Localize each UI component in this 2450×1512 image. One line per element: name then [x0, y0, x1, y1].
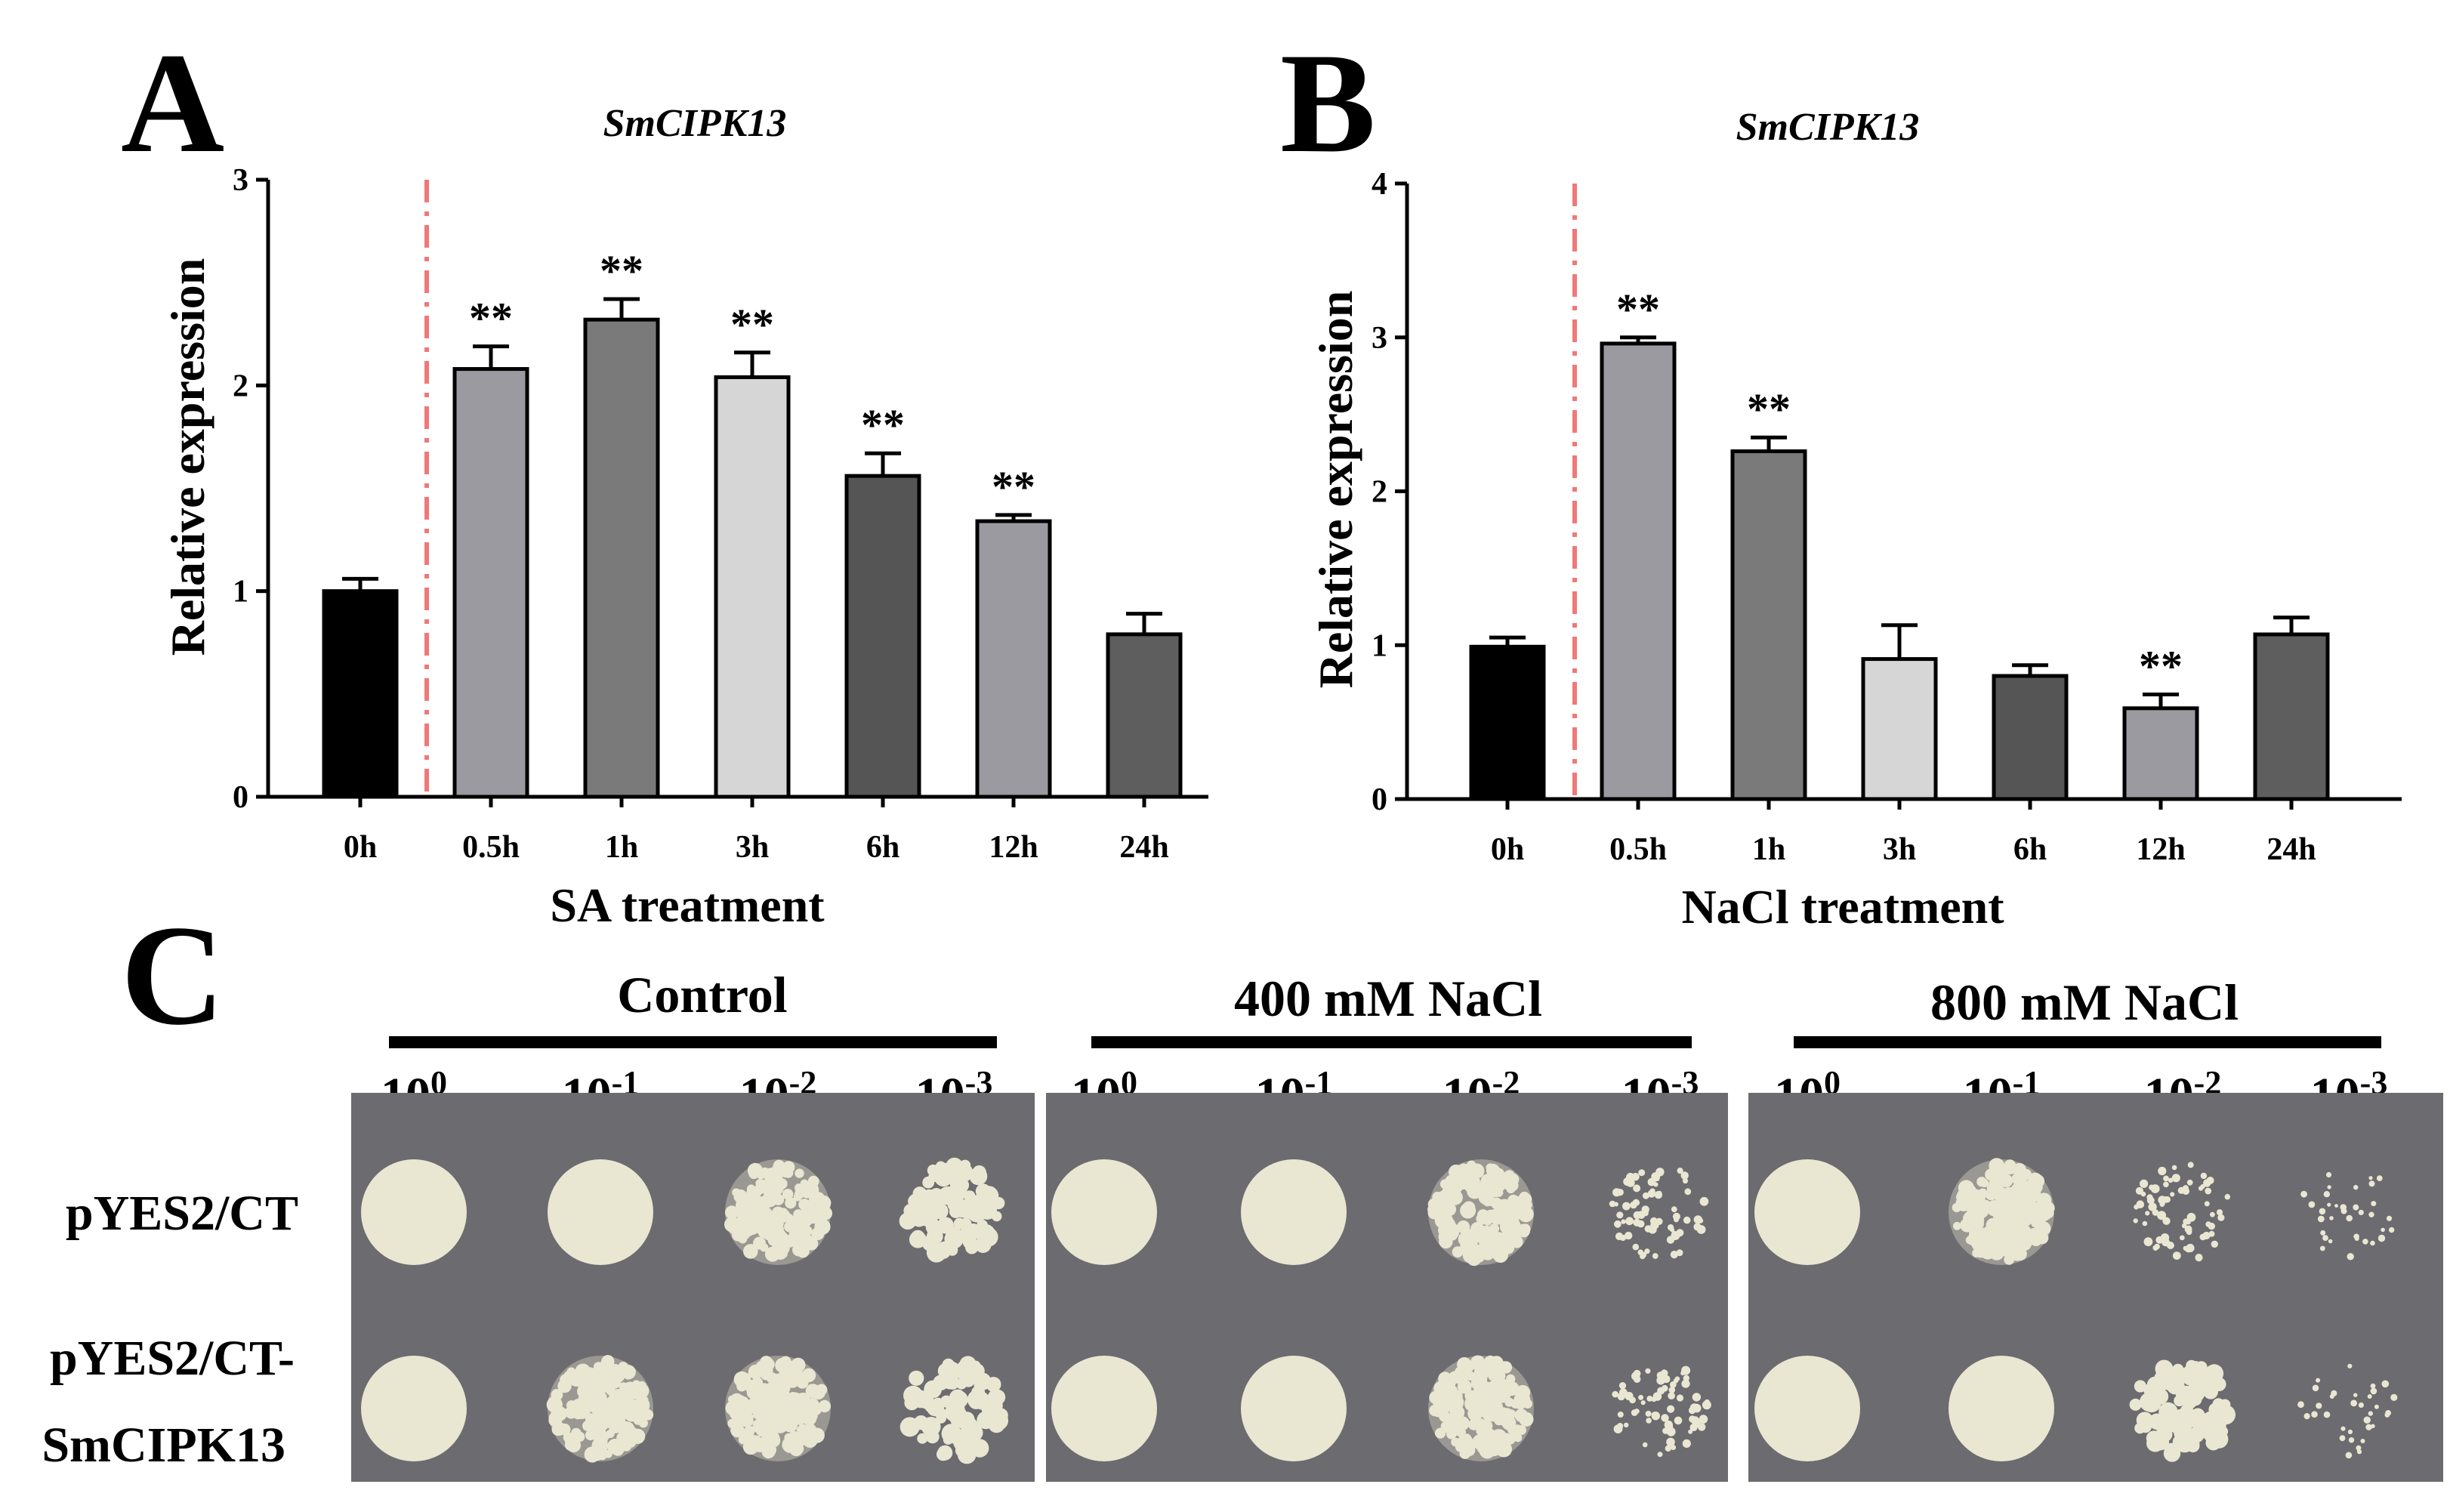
- chart-a-xtick-label: 6h: [866, 830, 899, 865]
- chart-a-bar-3h: [714, 375, 791, 799]
- chart-a-significance-mark: **: [861, 400, 905, 449]
- chart-a-bar-0.5h: [452, 367, 529, 799]
- yeast-spot: [361, 1159, 467, 1265]
- chart-b-ylabel: Relative expression: [1309, 291, 1362, 689]
- condition-bar-400: [1091, 1036, 1692, 1048]
- chart-a-xtick-label: 0h: [344, 830, 377, 865]
- chart-b: SmCIPK13 Relative expression NaCl treatm…: [1309, 106, 2402, 933]
- condition-label-800: 800 mM NaCl: [1930, 974, 2239, 1031]
- chart-a-bar-24h: [1106, 632, 1183, 799]
- chart-b-bar-0.5h: [1600, 341, 1677, 801]
- chart-b-xtick-label: 24h: [2266, 832, 2316, 867]
- chart-b-xtick-label: 6h: [2013, 832, 2047, 867]
- yeast-spot: [1427, 1159, 1534, 1267]
- yeast-spot: [2300, 1171, 2395, 1261]
- chart-a-bar-6h: [844, 474, 921, 799]
- chart-a-xtick-label: 1h: [605, 830, 638, 865]
- condition-bar-800: [1794, 1036, 2381, 1048]
- chart-b-bar-24h: [2253, 632, 2330, 801]
- spot-assay: Control 400 mM NaCl 800 mM NaCl 10010-11…: [42, 966, 2443, 1482]
- yeast-spot: [1428, 1355, 1534, 1461]
- strain-label-overexpression-line2: SmCIPK13: [42, 1418, 285, 1473]
- chart-b-bar-3h: [1861, 657, 1938, 801]
- chart-b-bar-12h: [2122, 706, 2199, 801]
- strain-label-empty-vector: pYES2/CT: [66, 1186, 298, 1241]
- yeast-spot: [1051, 1159, 1157, 1265]
- panel-letter-b: B: [1280, 24, 1376, 183]
- yeast-spot: [2129, 1359, 2236, 1462]
- chart-b-title: SmCIPK13: [1736, 106, 1920, 149]
- chart-b-ytick-label: 2: [1372, 475, 1387, 510]
- chart-a-xtick-label: 12h: [989, 830, 1038, 865]
- yeast-spot: [724, 1159, 833, 1265]
- yeast-spot: [1949, 1356, 2054, 1461]
- yeast-spot: [1609, 1168, 1709, 1260]
- chart-a-ytick-label: 2: [233, 369, 248, 403]
- chart-a-ylabel: Relative expression: [161, 258, 214, 656]
- yeast-spot: [899, 1157, 1005, 1263]
- chart-b-ytick-label: 3: [1372, 321, 1387, 356]
- chart-b-significance-mark: **: [1616, 285, 1660, 334]
- yeast-spot: [2133, 1162, 2231, 1262]
- chart-b-bar-0h: [1469, 644, 1546, 801]
- chart-a-xtick-label: 0.5h: [462, 830, 520, 865]
- condition-label-control: Control: [617, 966, 787, 1023]
- chart-a-title: SmCIPK13: [603, 102, 787, 145]
- yeast-spot: [899, 1356, 1009, 1464]
- chart-a-ytick-label: 0: [233, 780, 248, 815]
- yeast-spot: [546, 1355, 654, 1463]
- chart-b-xtick-label: 0.5h: [1609, 832, 1667, 867]
- chart-a-bar-0h: [322, 589, 399, 799]
- chart-b-bar-6h: [1992, 674, 2069, 801]
- chart-a: SmCIPK13 Relative expression SA treatmen…: [161, 102, 1208, 932]
- plate-1: [1046, 1093, 1728, 1482]
- panel-letter-c: C: [121, 896, 224, 1055]
- chart-b-bar-1h: [1730, 449, 1807, 801]
- yeast-spot: [361, 1356, 467, 1461]
- chart-b-xtick-label: 1h: [1752, 832, 1785, 867]
- plates: [351, 1093, 2443, 1482]
- chart-a-significance-mark: **: [469, 294, 513, 343]
- yeast-spot: [548, 1159, 653, 1265]
- chart-b-ytick-label: 1: [1372, 628, 1387, 663]
- yeast-spot: [1241, 1356, 1347, 1461]
- yeast-spot: [1241, 1159, 1347, 1265]
- chart-a-xtick-label: 24h: [1119, 830, 1168, 865]
- chart-a-significance-mark: **: [992, 462, 1035, 511]
- chart-a-significance-mark: **: [730, 300, 774, 349]
- chart-a-bar-12h: [975, 519, 1052, 799]
- chart-b-xtick-label: 3h: [1883, 832, 1916, 867]
- strain-label-overexpression-line1: pYES2/CT-: [50, 1331, 295, 1386]
- chart-a-significance-mark: **: [600, 246, 643, 295]
- chart-a-ytick-label: 3: [233, 163, 248, 198]
- condition-label-400: 400 mM NaCl: [1234, 970, 1542, 1027]
- chart-a-ytick-label: 1: [233, 575, 248, 609]
- yeast-spot: [1051, 1356, 1157, 1461]
- yeast-spot: [2297, 1363, 2398, 1459]
- yeast-spot: [725, 1356, 832, 1461]
- yeast-spot: [1754, 1159, 1860, 1265]
- chart-b-ytick-label: 4: [1372, 167, 1387, 202]
- chart-b-xlabel: NaCl treatment: [1681, 880, 2004, 933]
- chart-b-xtick-label: 0h: [1491, 832, 1524, 867]
- chart-a-xlabel: SA treatment: [550, 878, 825, 932]
- yeast-spot: [1612, 1365, 1711, 1458]
- yeast-spot: [1949, 1158, 2055, 1265]
- chart-b-ytick-label: 0: [1372, 782, 1387, 817]
- yeast-spot: [1754, 1356, 1860, 1461]
- panel-letter-a: A: [121, 24, 224, 183]
- chart-b-xtick-label: 12h: [2136, 832, 2185, 867]
- chart-b-significance-mark: **: [1747, 384, 1791, 434]
- chart-a-bar-1h: [583, 317, 660, 799]
- condition-bar-control: [389, 1036, 997, 1048]
- chart-b-significance-mark: **: [2139, 641, 2183, 690]
- chart-a-xtick-label: 3h: [736, 830, 769, 865]
